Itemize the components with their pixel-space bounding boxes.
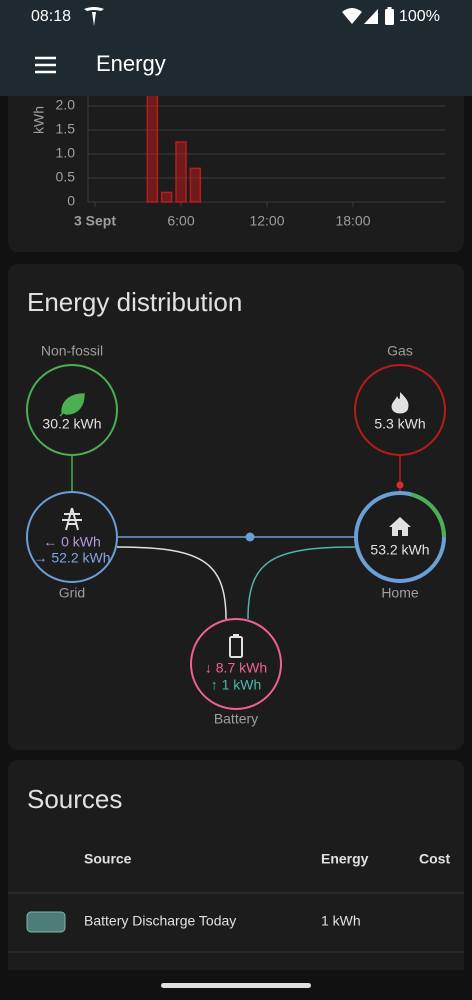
node-value: 30.2 kWh [42,416,101,432]
node-circle [190,618,282,710]
bar [160,191,173,203]
y-tick-label: 1.5 [56,121,76,137]
node-value: 5.3 kWh [374,416,425,432]
source-energy: 1 kWh [321,913,361,929]
node-value: → 52.2 kWh [33,550,110,566]
x-tick-label: 18:00 [335,213,370,229]
menu-button[interactable] [35,56,56,74]
home-icon [389,517,411,536]
home-ring [410,492,446,538]
status-battery: 100% [399,8,440,25]
y-tick-label: 0 [67,193,75,209]
column-header: Energy [321,851,369,867]
y-tick-label: 0.5 [56,169,76,185]
node-value: 53.2 kWh [370,542,429,558]
source-swatch [26,911,66,933]
node-label: Battery [214,711,258,727]
chart-card [8,60,464,252]
battery-icon [233,634,239,637]
bar [175,141,187,203]
battery-status-icon [387,7,392,9]
source-name: Battery Discharge Today [84,913,236,929]
node-label: Grid [59,585,85,601]
leaf-icon [59,393,85,417]
tower-icon [62,507,82,531]
x-tick-label: 12:00 [249,213,284,229]
node-value: ↓ 8.7 kWh [205,660,267,676]
usage-chart: 0 0.5 1.0 1.5 2.0 3 Sept 6:00 12:00 18:00 kWh [31,81,445,229]
battery-status-icon [385,9,394,25]
column-header: Source [84,851,132,867]
app-title: Energy [96,51,166,76]
node-label: Home [381,585,419,601]
distribution-card [8,264,464,750]
flow-dot [396,481,404,489]
card-title: Energy distribution [27,287,242,317]
status-time: 08:18 [31,8,71,25]
node-circle [26,491,118,583]
home-indicator[interactable] [161,983,311,988]
y-tick-label: 2.0 [56,97,76,113]
x-tick-label: 6:00 [167,213,194,229]
flow-line [247,546,357,620]
bar [146,81,159,203]
flow-dot [245,532,255,542]
bar [189,167,202,203]
sources-card [8,760,464,1000]
x-tick-label: 3 Sept [74,213,116,229]
signal-icon [364,9,378,24]
wifi-icon [342,8,362,24]
y-tick-label: 1.0 [56,145,76,161]
y-axis-label: kWh [31,106,47,134]
flame-icon [391,392,409,414]
node-label: Non-fossil [41,343,103,359]
node-value: ↑ 1 kWh [211,677,262,693]
column-header: Cost [419,851,450,867]
node-value: ← 0 kWh [43,534,101,550]
card-title: Sources [27,784,122,814]
node-label: Gas [387,343,413,359]
flow-line [116,546,227,620]
tesla-icon [84,7,104,26]
